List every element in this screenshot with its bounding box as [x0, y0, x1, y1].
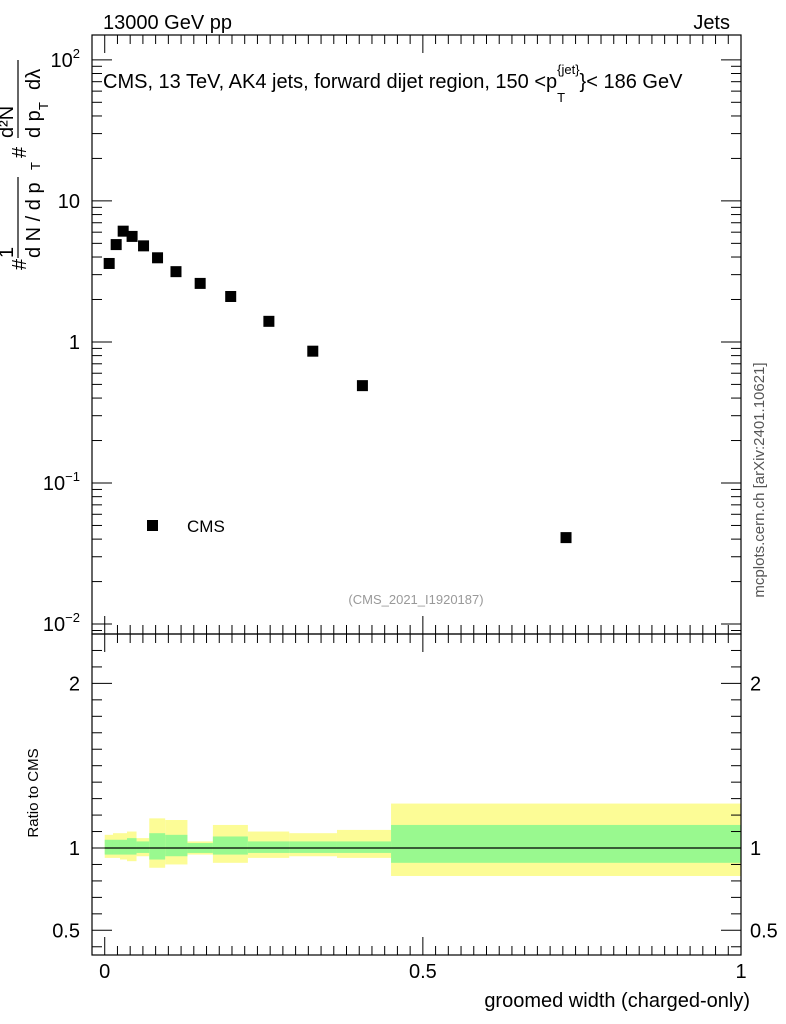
x-title: groomed width (charged-only) — [484, 990, 750, 1012]
uncertainty-band-inner — [336, 841, 392, 853]
svg-text:dλ: dλ — [23, 69, 45, 90]
uncertainty-band-inner — [247, 841, 290, 853]
uncertainty-band-inner — [391, 824, 741, 863]
watermark: (CMS_2021_I1920187) — [348, 592, 483, 607]
bottom-panel: 0.5 0.51 12 20 0.5 1 — [52, 633, 778, 983]
y-tick-label-top: 1 — [69, 332, 80, 354]
uncertainty-band-inner — [212, 836, 248, 855]
data-point — [356, 380, 368, 392]
svg-text:#: # — [9, 146, 31, 158]
x-tick-label: 0 — [99, 961, 110, 983]
data-point — [170, 266, 182, 278]
data-point — [117, 225, 129, 237]
uncertainty-band-inner — [104, 839, 113, 855]
data-point — [560, 532, 572, 544]
data-point — [225, 290, 237, 302]
data-point — [126, 230, 138, 242]
y-tick-label-bottom: 2 — [69, 673, 80, 695]
data-point — [307, 345, 319, 357]
svg-text:d N / d p: d N / d p — [23, 182, 45, 258]
uncertainty-band-inner — [126, 838, 137, 855]
y-title-bottom: Ratio to CMS — [25, 748, 42, 837]
y-tick-label-bottom-right: 2 — [750, 673, 761, 695]
uncertainty-band-inner — [165, 834, 188, 857]
svg-text:d²N: d²N — [0, 106, 18, 138]
uncertainty-band-inner — [112, 839, 120, 855]
main-title: CMS, 13 TeV, AK4 jets, forward dijet reg… — [103, 62, 683, 105]
y-tick-label-bottom: 1 — [69, 838, 80, 860]
data-point — [152, 252, 164, 264]
data-point — [110, 239, 122, 251]
y-tick-label-bottom: 0.5 — [52, 920, 80, 942]
svg-text:d p: d p — [23, 110, 45, 138]
top-panel: 102 10 1 10−1 10−2 CMS — [43, 34, 742, 636]
y-tick-label-bottom-right: 1 — [750, 838, 761, 860]
x-tick-label: 0.5 — [409, 961, 437, 983]
uncertainty-band-inner — [149, 833, 166, 860]
y-tick-label-top: 10−1 — [43, 469, 80, 495]
header-right: Jets — [693, 12, 730, 34]
svg-text:T: T — [36, 102, 51, 110]
uncertainty-band-inner — [289, 841, 337, 853]
legend-marker — [147, 520, 158, 531]
y-tick-label-top: 10 — [58, 191, 80, 213]
header-left: 13000 GeV pp — [103, 12, 232, 34]
svg-text:#: # — [9, 258, 31, 270]
legend-label: CMS — [187, 517, 225, 536]
data-point — [138, 240, 150, 252]
svg-text:T: T — [28, 162, 43, 170]
x-tick-label: 1 — [735, 961, 746, 983]
bottom-frame — [91, 633, 742, 956]
top-frame — [91, 34, 742, 635]
svg-text:1: 1 — [0, 247, 18, 258]
side-label: mcplots.cern.ch [arXiv:2401.10621] — [751, 362, 768, 597]
uncertainty-band-inner — [136, 841, 150, 853]
y-tick-label-top: 10−2 — [43, 610, 80, 636]
y-title-top: # 1 d N / d p T # d²N d p T dλ — [0, 60, 51, 270]
y-tick-label-bottom-right: 0.5 — [750, 920, 778, 942]
data-point — [263, 315, 275, 327]
uncertainty-band-inner — [119, 839, 127, 855]
data-point — [103, 257, 115, 269]
y-tick-label-top: 102 — [51, 46, 80, 72]
data-point — [194, 277, 206, 289]
